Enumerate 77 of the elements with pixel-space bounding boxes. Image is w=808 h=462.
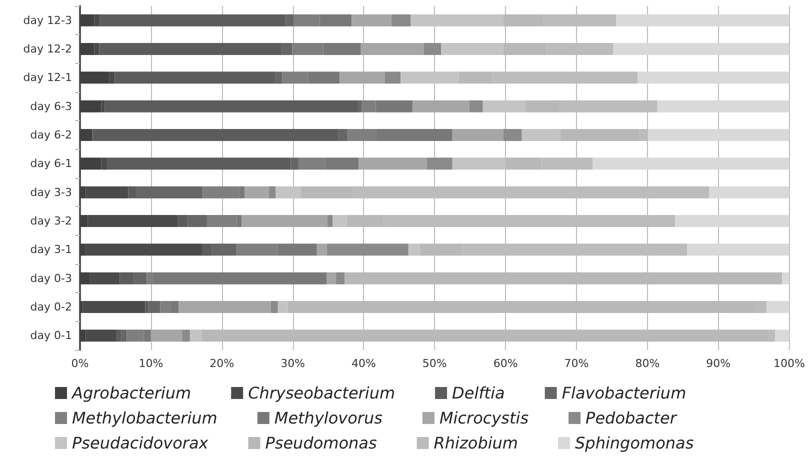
legend-label: Chryseobacterium — [248, 384, 396, 402]
bar — [150, 330, 182, 342]
legend-label: Methylovorus — [274, 408, 382, 428]
bar — [648, 129, 790, 141]
bar — [182, 330, 190, 342]
y-tick-label: day 12-3 — [23, 14, 72, 27]
bar — [687, 244, 790, 256]
y-tick-label: day 0-1 — [30, 329, 72, 342]
bar — [270, 301, 278, 313]
y-tick-label: day 3-2 — [30, 214, 72, 228]
bar — [316, 244, 327, 256]
bar — [657, 100, 790, 112]
bar — [148, 301, 160, 313]
bar — [328, 215, 332, 227]
y-tick-label: day 6-3 — [30, 100, 72, 113]
bar — [452, 129, 504, 141]
bar — [80, 129, 92, 141]
legend-label: Rhizobium — [434, 434, 518, 452]
bar — [637, 72, 790, 84]
x-tick-label: 20% — [210, 357, 234, 370]
bar — [121, 330, 127, 342]
bar — [391, 14, 411, 26]
y-tick-label: day 0-2 — [30, 300, 72, 314]
x-tick-label: 50% — [422, 357, 447, 370]
bar — [268, 186, 276, 198]
bar — [242, 215, 328, 227]
legend-label: Flavobacterium — [562, 384, 686, 402]
y-tick-label: day 0-3 — [30, 272, 72, 285]
bar — [80, 100, 102, 112]
x-tick-label: 30% — [280, 357, 306, 370]
x-tick-label: 70% — [564, 357, 589, 370]
x-tick-label: 100% — [774, 357, 806, 370]
x-tick-label: 60% — [493, 357, 518, 370]
x-tick-label: 10% — [138, 357, 164, 370]
legend-label: Methylobacterium — [72, 408, 218, 428]
legend-label: Pedobacter — [586, 408, 678, 428]
bar — [358, 158, 427, 170]
legend-label: Microcystis — [439, 408, 529, 428]
bar — [592, 158, 790, 170]
x-tick-label: 80% — [635, 357, 660, 370]
bar — [178, 301, 271, 313]
legend-label: Sphingomonas — [575, 434, 694, 452]
bar — [412, 100, 470, 112]
legend-label: Delftia — [452, 384, 505, 402]
bar — [675, 215, 790, 227]
y-tick-label: day 12-1 — [23, 71, 72, 84]
bar — [775, 330, 790, 342]
bar — [709, 186, 790, 198]
bar — [782, 272, 790, 284]
bar — [336, 272, 345, 284]
bar — [384, 72, 401, 84]
bar — [340, 72, 385, 84]
x-tick-label: 40% — [351, 357, 376, 370]
y-tick-label: day 6-1 — [30, 157, 72, 170]
bar — [244, 186, 269, 198]
y-tick-label: day 12-2 — [23, 42, 72, 56]
legend-label: Agrobacterium — [71, 384, 192, 402]
bar — [104, 100, 358, 112]
bar — [82, 301, 146, 313]
bar — [613, 43, 790, 55]
legend-label: Pseudacidovorax — [72, 434, 209, 452]
y-tick-label: day 6-2 — [30, 128, 72, 142]
bar — [326, 272, 336, 284]
legend-label: Pseudomonas — [265, 434, 377, 452]
bar — [426, 158, 452, 170]
bar — [326, 244, 408, 256]
bar — [424, 43, 442, 55]
bar — [360, 43, 424, 55]
bar — [766, 301, 790, 313]
y-tick-label: day 3-1 — [30, 243, 72, 256]
bar — [503, 129, 522, 141]
bar — [469, 100, 483, 112]
y-tick-label: day 3-3 — [30, 186, 72, 199]
x-tick-label: 90% — [706, 357, 731, 370]
x-tick-label: 0% — [71, 357, 89, 370]
bar — [352, 14, 392, 26]
bar — [616, 14, 790, 26]
